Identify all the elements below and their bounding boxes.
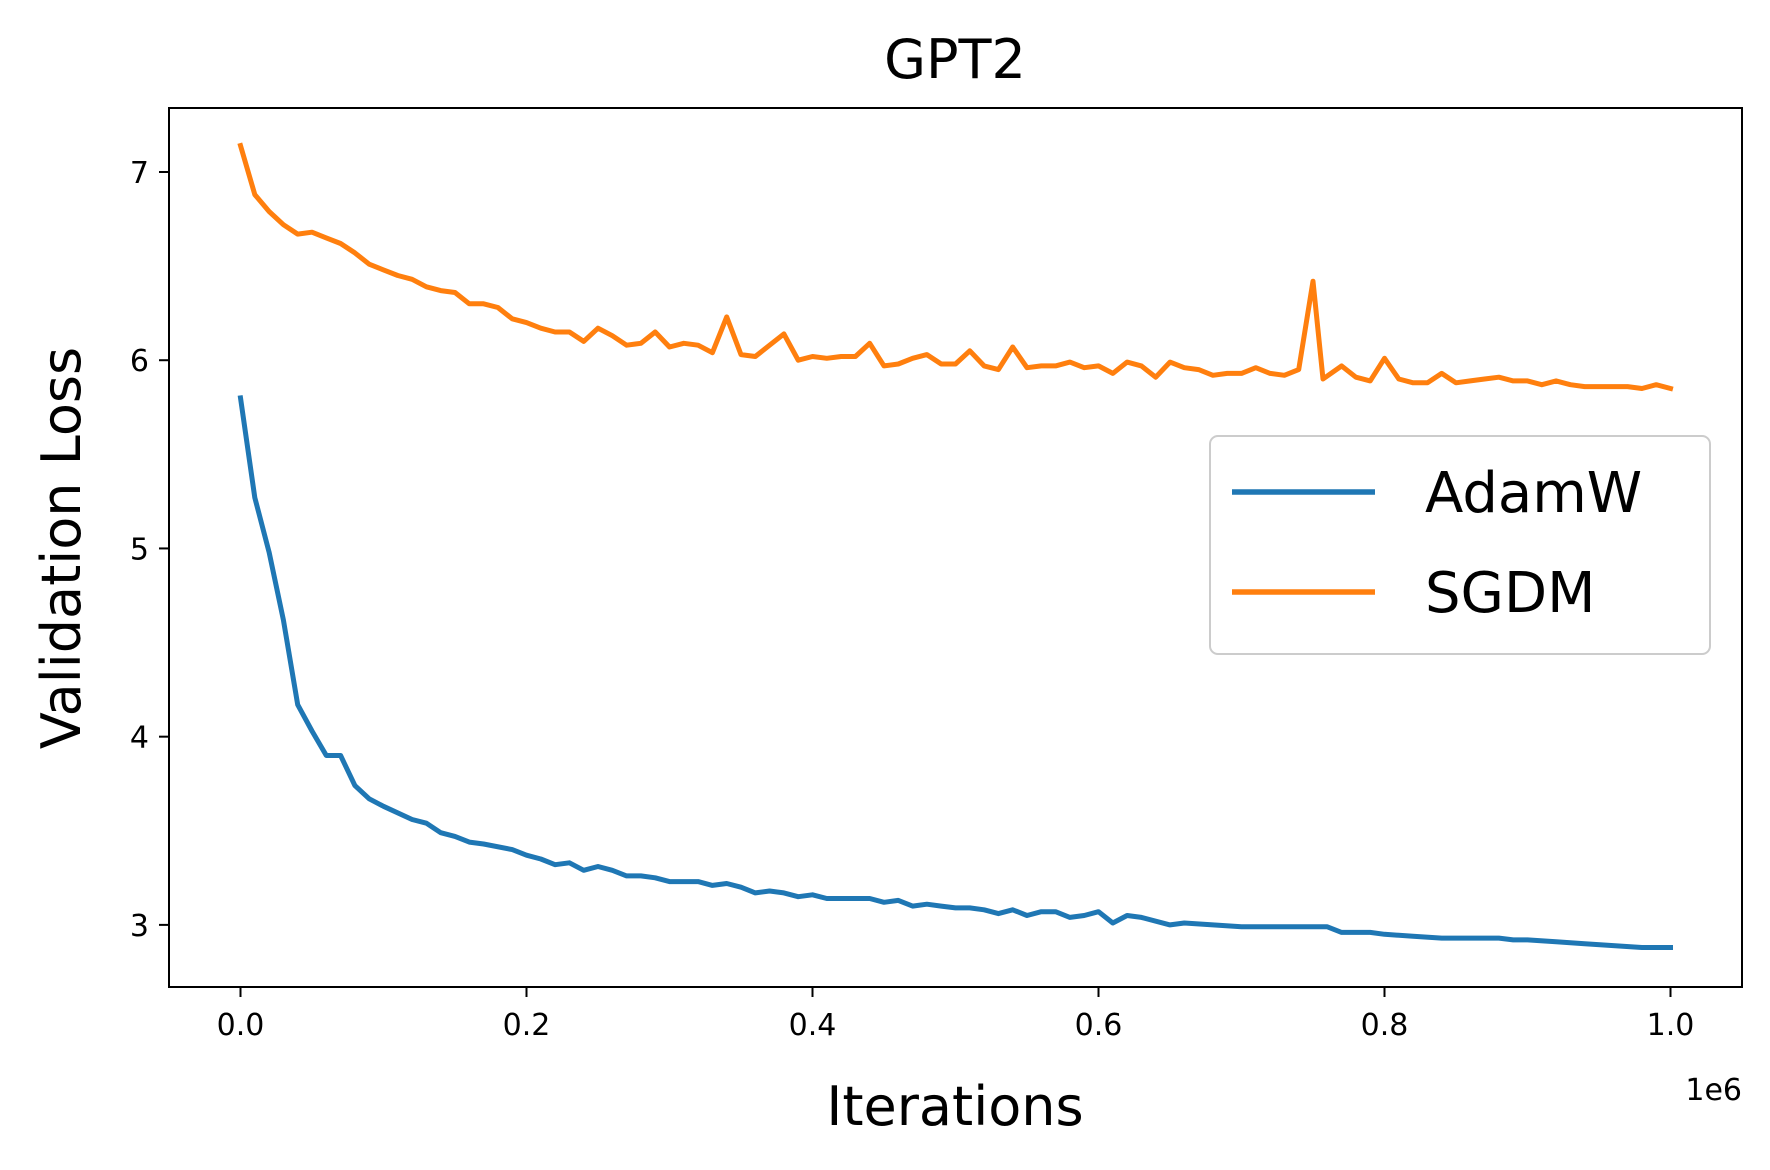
x-tick-label: 0.8: [1361, 1008, 1409, 1043]
x-tick-label: 0.2: [503, 1008, 551, 1043]
y-tick-label: 7: [130, 156, 149, 191]
x-tick-label: 1.0: [1647, 1008, 1695, 1043]
x-axis-offset-label: 1e6: [1685, 1073, 1742, 1108]
y-axis-ticks: 3 4 5 6 7: [130, 156, 169, 944]
y-tick-label: 6: [130, 344, 149, 379]
series-line-sgdm: [237, 142, 1674, 392]
x-tick-label: 0.6: [1075, 1008, 1123, 1043]
y-tick-label: 3: [130, 909, 149, 944]
series-layer: [237, 142, 1674, 950]
y-tick-label: 5: [130, 532, 149, 567]
series-line-adamw: [237, 395, 1673, 950]
y-axis-label: Validation Loss: [30, 347, 93, 749]
x-axis-label: Iterations: [826, 1075, 1083, 1138]
y-tick-label: 4: [130, 721, 149, 756]
legend-label-adamw: AdamW: [1425, 461, 1642, 526]
chart-title: GPT2: [884, 28, 1026, 91]
x-tick-label: 0.0: [217, 1008, 265, 1043]
legend-label-sgdm: SGDM: [1425, 561, 1595, 626]
legend[interactable]: AdamW SGDM: [1209, 435, 1711, 655]
x-tick-label: 0.4: [789, 1008, 837, 1043]
x-axis-ticks: 0.0 0.2 0.4 0.6 0.8 1.0: [217, 987, 1695, 1043]
